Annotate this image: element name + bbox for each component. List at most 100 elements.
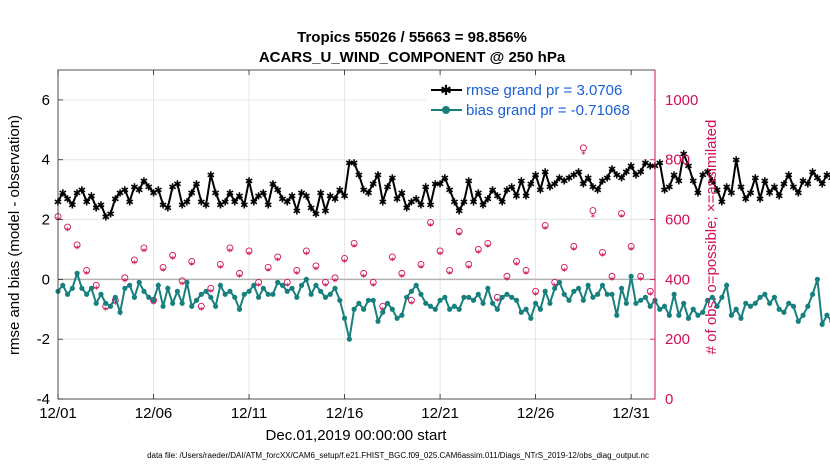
bias-point: [60, 282, 66, 288]
bias-point: [585, 282, 591, 288]
x-tick-label: 12/01: [39, 405, 77, 422]
bias-point: [213, 303, 219, 309]
rmse-point: ✱: [168, 183, 176, 194]
bias-point: [241, 291, 247, 297]
bias-point: [141, 288, 147, 294]
rmse-point: ✱: [503, 186, 511, 197]
bias-point: [298, 282, 305, 288]
bias-point: [265, 291, 271, 297]
bias-point: [618, 285, 625, 291]
assimilated-obs-marker: *: [247, 250, 252, 261]
assimilated-obs-marker: *: [132, 259, 137, 270]
rmse-point: ✱: [531, 171, 539, 182]
bias-point: [255, 294, 262, 300]
bias-point: [485, 285, 491, 291]
rmse-point: ✱: [283, 198, 291, 209]
rmse-point: ✱: [570, 171, 578, 182]
rmse-point: ✱: [192, 180, 200, 191]
rmse-point: ✱: [302, 192, 310, 203]
rmse-point: ✱: [164, 204, 172, 215]
rmse-point: ✱: [121, 186, 129, 197]
rmse-point: ✱: [684, 162, 692, 173]
possible-obs-marker: [159, 263, 167, 271]
bias-point: [384, 300, 391, 306]
assimilated-obs-marker: *: [476, 248, 481, 259]
bias-point: [776, 306, 782, 312]
assimilated-obs-marker: *: [294, 269, 299, 280]
rmse-point: ✱: [321, 207, 329, 218]
assimilated-obs-marker: *: [352, 242, 357, 253]
assimilated-obs-marker: *: [524, 269, 529, 280]
bias-point: [690, 306, 696, 312]
rmse-point: ✱: [828, 174, 830, 185]
rmse-point: ✱: [326, 192, 334, 203]
rmse-point: ✱: [130, 183, 138, 194]
possible-obs-marker: [92, 281, 100, 289]
bias-point: [661, 303, 668, 309]
possible-obs-marker: [608, 272, 616, 280]
assimilated-obs-marker: *: [466, 263, 471, 274]
rmse-point: ✱: [388, 174, 396, 185]
bias-point: [193, 297, 200, 303]
bias-point: [356, 300, 362, 306]
bias-point: [604, 291, 610, 297]
bias-point: [98, 291, 104, 297]
assimilated-obs-marker: *: [399, 272, 404, 283]
rmse-point: ✱: [498, 198, 506, 209]
possible-obs-marker: [312, 262, 320, 270]
bias-point: [423, 300, 429, 306]
rmse-point: ✱: [636, 168, 644, 179]
bias-point: [184, 279, 190, 285]
assimilated-obs-marker: *: [648, 290, 653, 301]
possible-obs-marker: [274, 253, 282, 261]
bias-point: [399, 312, 405, 318]
bias-point: [222, 291, 228, 297]
y2-axis-ticks: 0 200 400 600 800 1000: [650, 92, 698, 408]
assimilated-obs-marker: *: [122, 277, 127, 288]
possible-obs-marker: [637, 272, 645, 280]
assimilated-obs-marker: *: [65, 226, 70, 237]
possible-obs-marker: [560, 263, 568, 271]
bias-point: [547, 300, 553, 306]
rmse-point: ✱: [465, 177, 473, 188]
bias-point: [170, 300, 176, 306]
rmse-point: ✱: [149, 189, 157, 200]
possible-obs-marker: [207, 284, 215, 292]
bias-point: [466, 294, 472, 300]
bias-point: [275, 279, 281, 285]
bias-point: [332, 285, 338, 291]
assimilated-obs-marker: *: [333, 277, 338, 288]
bias-point: [762, 291, 768, 297]
bias-point: [93, 300, 99, 306]
bias-point: [136, 279, 142, 285]
obs-count-markers: * * * * * * * * * * * * * * * * * * * * * * * * * * * * * * * * * * * * * * * *…: [54, 144, 654, 316]
rmse-point: ✱: [216, 201, 224, 212]
rmse-point: ✱: [560, 177, 568, 188]
bias-point: [800, 312, 806, 318]
bias-point: [518, 309, 524, 315]
possible-obs-marker: [618, 210, 626, 218]
assimilated-obs-marker: *: [418, 263, 423, 274]
possible-obs-marker: [455, 228, 463, 235]
data-file-footnote: data file: /Users/raeder/DAI/ATM_forcXX/…: [147, 451, 649, 460]
rmse-point: ✱: [804, 180, 812, 191]
bias-point: [595, 291, 601, 297]
assimilated-obs-marker: *: [514, 260, 519, 271]
rmse-point: ✱: [383, 183, 391, 194]
y-tick-label: 2: [42, 212, 50, 229]
bias-point: [623, 300, 629, 306]
bias-point: [246, 288, 252, 294]
rmse-point: ✱: [441, 174, 449, 185]
bias-point: [198, 291, 204, 297]
possible-obs-marker: [484, 240, 492, 247]
bias-point: [79, 285, 85, 291]
bias-point: [681, 300, 687, 306]
assimilated-obs-marker: *: [275, 256, 280, 267]
rmse-point: ✱: [742, 195, 750, 206]
assimilated-obs-marker: *: [161, 266, 166, 277]
bias-point: [790, 303, 797, 309]
bias-point: [351, 306, 357, 312]
possible-obs-marker: [283, 278, 291, 286]
possible-obs-marker: [293, 266, 301, 274]
assimilated-obs-marker: *: [103, 305, 108, 316]
